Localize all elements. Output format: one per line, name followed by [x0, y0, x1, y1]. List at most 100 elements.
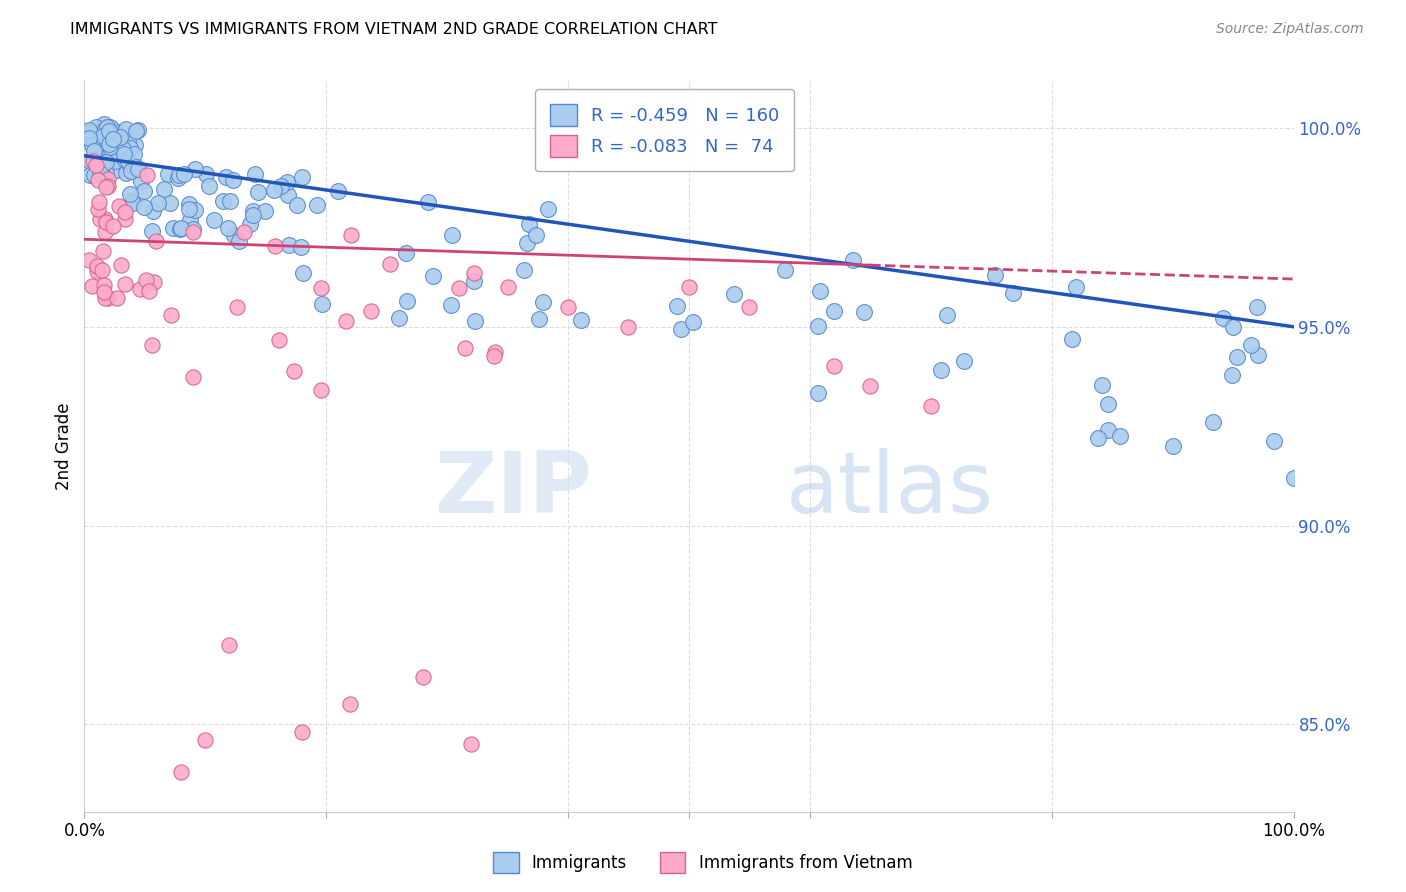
Point	[222, 172, 245, 186]
Point	[110, 130, 132, 145]
Point	[122, 158, 145, 172]
Point	[84, 139, 107, 153]
Point	[98, 148, 121, 162]
Point	[1087, 431, 1109, 445]
Point	[1001, 285, 1024, 300]
Point	[807, 319, 830, 334]
Point	[90, 163, 112, 178]
Point	[134, 200, 156, 214]
Point	[138, 285, 160, 299]
Point	[82, 137, 104, 152]
Point	[181, 222, 204, 236]
Point	[104, 154, 127, 169]
Point	[82, 154, 104, 169]
Point	[135, 273, 157, 287]
Point	[129, 174, 152, 188]
Point	[245, 167, 267, 181]
Text: Source: ZipAtlas.com: Source: ZipAtlas.com	[1216, 22, 1364, 37]
Point	[1226, 351, 1249, 365]
Point	[97, 291, 120, 305]
Point	[285, 197, 308, 211]
Point	[682, 315, 704, 329]
Point	[212, 194, 235, 208]
Point	[1097, 423, 1119, 437]
Point	[184, 162, 207, 177]
Point	[86, 263, 108, 277]
Point	[112, 142, 135, 156]
Point	[80, 278, 103, 293]
Point	[531, 294, 554, 309]
Point	[128, 282, 150, 296]
Point	[105, 162, 128, 177]
Y-axis label: 2nd Grade: 2nd Grade	[55, 402, 73, 490]
Point	[218, 638, 240, 652]
Point	[1263, 434, 1285, 449]
Point	[136, 168, 159, 182]
Point	[440, 298, 463, 312]
Point	[141, 224, 163, 238]
Point	[86, 259, 108, 273]
Point	[463, 274, 485, 288]
Point	[79, 168, 101, 182]
Point	[179, 213, 201, 227]
Point	[1247, 348, 1270, 362]
Point	[217, 221, 239, 235]
Point	[1222, 319, 1244, 334]
Point	[526, 227, 548, 242]
Legend: R = -0.459   N = 160, R = -0.083   N =  74: R = -0.459 N = 160, R = -0.083 N = 74	[536, 89, 794, 171]
Point	[278, 237, 301, 252]
Point	[395, 245, 418, 260]
Point	[177, 202, 200, 216]
Point	[195, 167, 218, 181]
Point	[105, 291, 128, 305]
Point	[89, 211, 111, 226]
Point	[460, 737, 482, 751]
Point	[97, 178, 120, 193]
Point	[125, 161, 148, 175]
Point	[98, 120, 121, 134]
Point	[120, 187, 142, 202]
Point	[104, 152, 127, 166]
Point	[127, 122, 149, 136]
Point	[463, 266, 485, 280]
Point	[94, 179, 117, 194]
Point	[121, 194, 143, 208]
Point	[114, 211, 136, 226]
Point	[1062, 332, 1084, 346]
Point	[513, 263, 536, 277]
Point	[335, 314, 357, 328]
Point	[87, 194, 110, 209]
Point	[807, 386, 830, 401]
Point	[396, 293, 419, 308]
Point	[290, 239, 312, 253]
Point	[93, 211, 115, 226]
Point	[309, 281, 332, 295]
Point	[94, 155, 117, 169]
Point	[422, 268, 444, 283]
Point	[557, 300, 579, 314]
Point	[108, 199, 131, 213]
Point	[79, 126, 101, 140]
Point	[412, 669, 434, 683]
Point	[517, 218, 540, 232]
Point	[83, 155, 105, 169]
Point	[309, 383, 332, 397]
Point	[537, 202, 560, 216]
Point	[146, 195, 169, 210]
Point	[239, 218, 262, 232]
Point	[617, 319, 640, 334]
Point	[142, 275, 165, 289]
Point	[83, 155, 105, 169]
Point	[464, 314, 486, 328]
Point	[98, 147, 121, 161]
Point	[101, 132, 124, 146]
Point	[242, 208, 264, 222]
Point	[91, 156, 114, 170]
Point	[91, 128, 114, 143]
Point	[87, 202, 110, 216]
Point	[283, 364, 305, 378]
Point	[929, 362, 952, 376]
Point	[859, 379, 882, 393]
Point	[160, 308, 183, 322]
Point	[93, 278, 115, 293]
